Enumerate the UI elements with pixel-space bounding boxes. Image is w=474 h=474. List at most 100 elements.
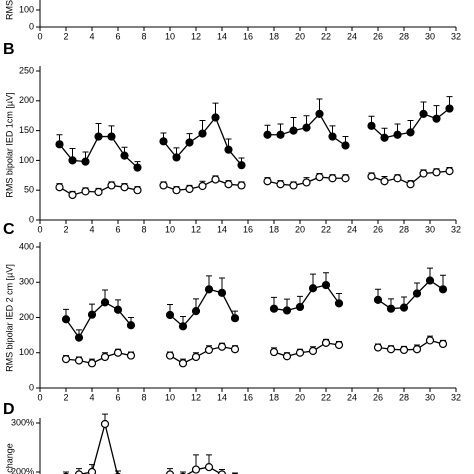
x-tick-label: 2 — [63, 392, 68, 402]
data-point — [87, 467, 97, 474]
x-tick-label: 8 — [141, 224, 146, 234]
data-point — [328, 174, 337, 183]
data-point — [295, 302, 305, 312]
x-tick-label: 12 — [191, 392, 201, 402]
data-point — [386, 304, 396, 313]
x-tick-label: 20 — [295, 392, 305, 402]
data-point — [100, 352, 110, 362]
y-tick-label: 100 — [19, 347, 34, 357]
x-tick-label: 20 — [295, 224, 305, 234]
data-point — [276, 180, 285, 189]
data-point — [334, 299, 344, 308]
data-point — [126, 351, 136, 360]
data-point — [230, 314, 240, 323]
data-point — [373, 343, 383, 352]
x-tick-label: 16 — [243, 31, 253, 41]
data-point — [55, 140, 64, 149]
data-point — [120, 183, 129, 192]
data-point — [74, 333, 84, 342]
x-tick-label: 14 — [217, 224, 227, 234]
y-axis-label: change — [4, 443, 14, 473]
y-tick-label: 200% — [11, 466, 34, 474]
data-point — [289, 181, 298, 190]
x-tick-label: 32 — [451, 31, 461, 41]
x-tick-label: 26 — [373, 31, 383, 41]
x-tick-label: 28 — [399, 224, 409, 234]
x-tick-label: 24 — [347, 224, 357, 234]
x-tick-label: 32 — [451, 224, 461, 234]
data-point — [178, 322, 188, 331]
data-point — [438, 285, 448, 294]
data-point — [419, 169, 428, 178]
data-point — [399, 345, 409, 355]
data-point — [55, 183, 64, 192]
data-point — [308, 346, 318, 356]
x-tick-label: 12 — [191, 31, 201, 41]
data-point — [217, 470, 227, 474]
x-tick-label: 6 — [115, 31, 120, 41]
data-point — [302, 178, 311, 187]
x-tick-label: 12 — [191, 224, 201, 234]
panel-letter: C — [3, 221, 15, 238]
data-point — [393, 130, 402, 139]
y-tick-label: 0 — [29, 382, 34, 392]
x-tick-label: 6 — [115, 224, 120, 234]
data-point — [204, 345, 214, 355]
x-tick-label: 28 — [399, 31, 409, 41]
data-point — [263, 177, 272, 186]
data-point — [237, 181, 246, 190]
data-point — [133, 163, 142, 172]
data-point — [295, 348, 305, 357]
y-axis-label: RMS bipolar IED 1cm [µV] — [4, 92, 14, 197]
data-point — [211, 113, 220, 122]
data-point — [198, 181, 207, 191]
y-tick-label: 100 — [19, 155, 34, 165]
y-tick-label: 100 — [19, 4, 34, 14]
x-tick-label: 6 — [115, 392, 120, 402]
y-axis-label: RMS bipolar IED 2 cm [µV] — [4, 264, 14, 372]
data-point — [237, 161, 246, 170]
data-point — [386, 345, 396, 354]
series-line — [377, 279, 444, 310]
panel-letter: B — [3, 41, 15, 58]
data-point — [315, 172, 324, 182]
x-tick-label: 0 — [37, 224, 42, 234]
data-point — [74, 356, 84, 365]
x-tick-label: 16 — [243, 392, 253, 402]
data-point — [425, 336, 435, 345]
data-point — [217, 288, 227, 297]
data-point — [367, 121, 376, 130]
data-point — [126, 321, 136, 330]
y-tick-label: 150 — [19, 125, 34, 135]
data-point — [198, 129, 207, 138]
data-point — [341, 141, 350, 150]
data-point — [107, 181, 116, 190]
data-point — [172, 153, 181, 162]
x-tick-label: 10 — [165, 392, 175, 402]
x-tick-label: 14 — [217, 392, 227, 402]
y-tick-label: 50 — [24, 185, 34, 195]
x-tick-label: 8 — [141, 392, 146, 402]
data-point — [367, 172, 376, 181]
data-point — [81, 157, 90, 166]
data-point — [100, 419, 110, 429]
data-point — [204, 463, 214, 472]
data-point — [276, 130, 285, 139]
x-tick-label: 22 — [321, 224, 331, 234]
x-tick-label: 30 — [425, 31, 435, 41]
data-point — [445, 167, 454, 176]
data-point — [74, 470, 84, 474]
data-point — [282, 352, 292, 361]
data-point — [373, 295, 383, 304]
data-point — [230, 345, 240, 354]
x-tick-label: 22 — [321, 31, 331, 41]
x-tick-label: 20 — [295, 31, 305, 41]
data-point — [269, 347, 279, 357]
data-point — [445, 104, 454, 113]
data-point — [412, 289, 422, 298]
data-point — [100, 298, 110, 307]
data-point — [178, 359, 188, 368]
data-point — [282, 306, 292, 315]
data-point — [419, 109, 428, 119]
